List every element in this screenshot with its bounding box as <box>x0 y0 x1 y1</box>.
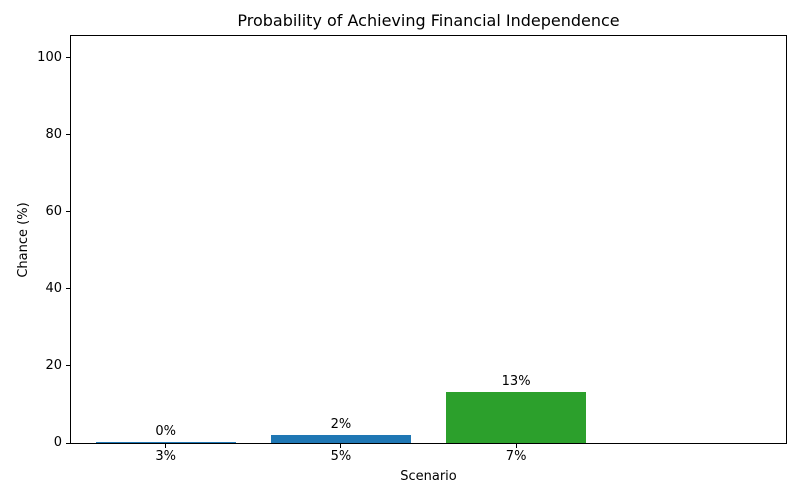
bar-value-label: 2% <box>330 417 352 433</box>
y-tick-mark <box>66 365 70 367</box>
plot-area <box>70 35 787 444</box>
x-tick-label: 5% <box>330 449 352 464</box>
bar <box>270 435 411 443</box>
y-tick-mark <box>66 288 70 290</box>
y-tick-label: 60 <box>45 203 62 219</box>
x-tick-label: 7% <box>505 449 527 464</box>
y-tick-mark <box>66 442 70 444</box>
y-tick-mark <box>66 57 70 59</box>
chart-title: Probability of Achieving Financial Indep… <box>237 11 620 30</box>
y-tick-mark <box>66 211 70 213</box>
y-tick-mark <box>66 134 70 136</box>
y-tick-label: 100 <box>37 49 62 65</box>
bar <box>446 392 587 443</box>
x-tick-mark <box>515 444 517 448</box>
x-tick-label: 3% <box>155 449 176 464</box>
y-tick-label: 0 <box>53 435 62 450</box>
bar-value-label: 0% <box>155 423 176 439</box>
bar <box>95 441 236 443</box>
x-tick-mark <box>165 444 167 448</box>
bar-value-label: 13% <box>501 374 531 390</box>
y-tick-label: 20 <box>45 357 62 373</box>
y-tick-label: 80 <box>45 126 62 142</box>
x-axis-label: Scenario <box>400 469 457 484</box>
y-tick-label: 40 <box>45 280 62 296</box>
x-tick-mark <box>340 444 342 448</box>
